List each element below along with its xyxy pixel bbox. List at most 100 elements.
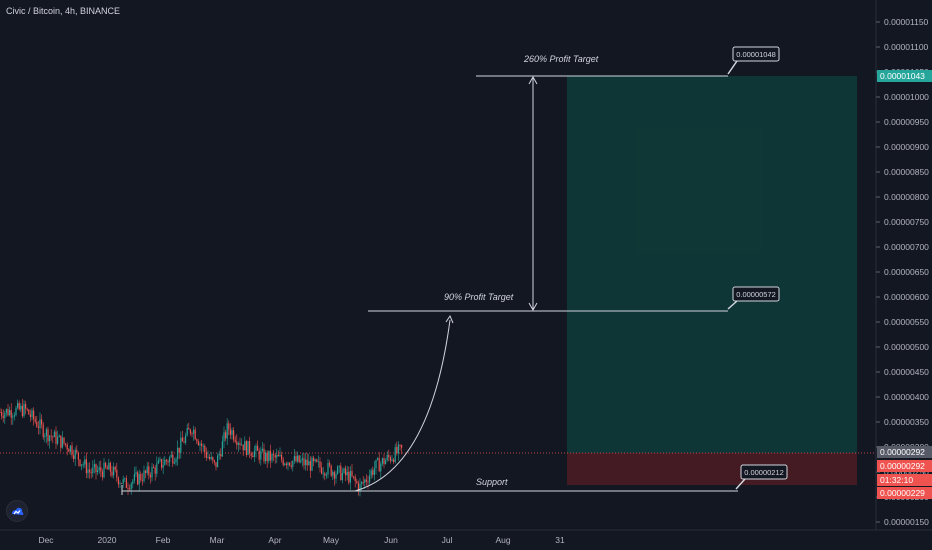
candle-body bbox=[140, 474, 142, 480]
target-260-label: 260% Profit Target bbox=[523, 54, 599, 64]
candle-body bbox=[135, 472, 137, 474]
measure-arrow-bottom bbox=[528, 302, 538, 312]
candle-body bbox=[130, 483, 132, 490]
candle-body bbox=[108, 462, 110, 470]
price-label: 0.00000229 bbox=[880, 488, 925, 498]
candle-body bbox=[308, 461, 310, 466]
candle-body bbox=[47, 429, 49, 442]
candle-body bbox=[274, 455, 276, 458]
candle-body bbox=[113, 466, 115, 476]
callout-top-box[interactable] bbox=[732, 46, 780, 62]
projection-arrowhead bbox=[445, 314, 454, 324]
candle-body bbox=[60, 435, 62, 448]
candle-body bbox=[365, 479, 367, 482]
price-label-box bbox=[877, 446, 932, 458]
profit-zone[interactable] bbox=[567, 76, 857, 453]
candle-body bbox=[205, 452, 207, 458]
candle-body bbox=[249, 441, 251, 454]
x-tick-label: 31 bbox=[555, 535, 565, 545]
candle-body bbox=[25, 403, 27, 409]
price-label-box bbox=[877, 487, 932, 499]
candle-body bbox=[364, 479, 366, 483]
x-tick-label: 2020 bbox=[98, 535, 117, 545]
callout-bottom-box[interactable] bbox=[740, 464, 788, 480]
candle-body bbox=[297, 455, 299, 462]
candle-body bbox=[191, 433, 193, 435]
candle-body bbox=[324, 473, 326, 476]
candle-body bbox=[337, 466, 339, 474]
y-tick-label: 0.00000900 bbox=[884, 142, 929, 152]
candle-body bbox=[282, 459, 284, 465]
candle-body bbox=[346, 471, 348, 476]
candle-body bbox=[154, 467, 156, 474]
candle-body bbox=[242, 444, 244, 451]
candle-body bbox=[220, 454, 222, 457]
support-label: Support bbox=[476, 477, 508, 487]
candle-body bbox=[143, 470, 145, 481]
price-label: 01:32:10 bbox=[880, 475, 913, 485]
candle-body bbox=[97, 470, 99, 473]
candle-body bbox=[57, 437, 59, 444]
candle-body bbox=[313, 457, 315, 462]
candle-body bbox=[15, 407, 17, 416]
candle-body bbox=[234, 439, 236, 442]
x-tick-label: Dec bbox=[38, 535, 54, 545]
candle-body bbox=[289, 462, 291, 466]
candle-body bbox=[63, 437, 65, 444]
y-tick-label: 0.00000550 bbox=[884, 317, 929, 327]
callout-mid-box[interactable] bbox=[732, 286, 780, 302]
candle-body bbox=[399, 444, 401, 446]
candle-body bbox=[303, 458, 305, 466]
candle-body bbox=[393, 459, 395, 463]
candle-body bbox=[111, 471, 113, 476]
candle-body bbox=[228, 423, 230, 430]
candle-body bbox=[397, 444, 399, 454]
candle-body bbox=[39, 419, 41, 429]
candle-body bbox=[188, 428, 190, 430]
candle-body bbox=[124, 478, 126, 480]
callout-bottom-pointer bbox=[735, 478, 746, 490]
candle-body bbox=[146, 466, 148, 473]
candle-body bbox=[132, 480, 134, 484]
candle-body bbox=[33, 410, 35, 420]
candle-body bbox=[92, 467, 94, 474]
candle-body bbox=[106, 467, 108, 470]
candle-body bbox=[85, 459, 87, 474]
candle-body bbox=[284, 463, 286, 465]
y-tick-label: 0.00000850 bbox=[884, 167, 929, 177]
candle-body bbox=[98, 467, 100, 471]
candle-body bbox=[50, 435, 52, 437]
candle-body bbox=[87, 469, 89, 474]
candle-body bbox=[76, 449, 78, 453]
candle-body bbox=[13, 415, 15, 417]
candle-body bbox=[84, 459, 86, 465]
projection-curve[interactable] bbox=[354, 319, 451, 492]
candle-body bbox=[244, 441, 246, 451]
y-tick-label: 0.00001100 bbox=[884, 42, 929, 52]
candle-body bbox=[381, 458, 383, 464]
candle-body bbox=[261, 448, 263, 452]
candle-body bbox=[52, 436, 54, 438]
candle-body bbox=[82, 464, 84, 466]
candle-body bbox=[44, 436, 46, 438]
cloud-icon bbox=[12, 507, 24, 515]
candle-body bbox=[252, 455, 254, 458]
candle-body bbox=[277, 454, 279, 457]
candle-body bbox=[165, 459, 167, 462]
callout-mid-pointer bbox=[727, 300, 738, 310]
candle-body bbox=[378, 458, 380, 472]
candle-body bbox=[180, 437, 182, 453]
candle-body bbox=[61, 437, 63, 448]
candle-body bbox=[65, 443, 67, 445]
candle-body bbox=[28, 409, 30, 415]
candle-body bbox=[380, 463, 382, 472]
y-tick-label: 0.00000450 bbox=[884, 367, 929, 377]
candle-body bbox=[5, 408, 7, 413]
tradingview-logo[interactable] bbox=[6, 500, 28, 522]
candle-body bbox=[233, 430, 235, 440]
candle-body bbox=[100, 467, 102, 472]
candle-body bbox=[271, 454, 273, 461]
candle-body bbox=[391, 459, 393, 461]
stop-loss-zone[interactable] bbox=[567, 453, 857, 485]
